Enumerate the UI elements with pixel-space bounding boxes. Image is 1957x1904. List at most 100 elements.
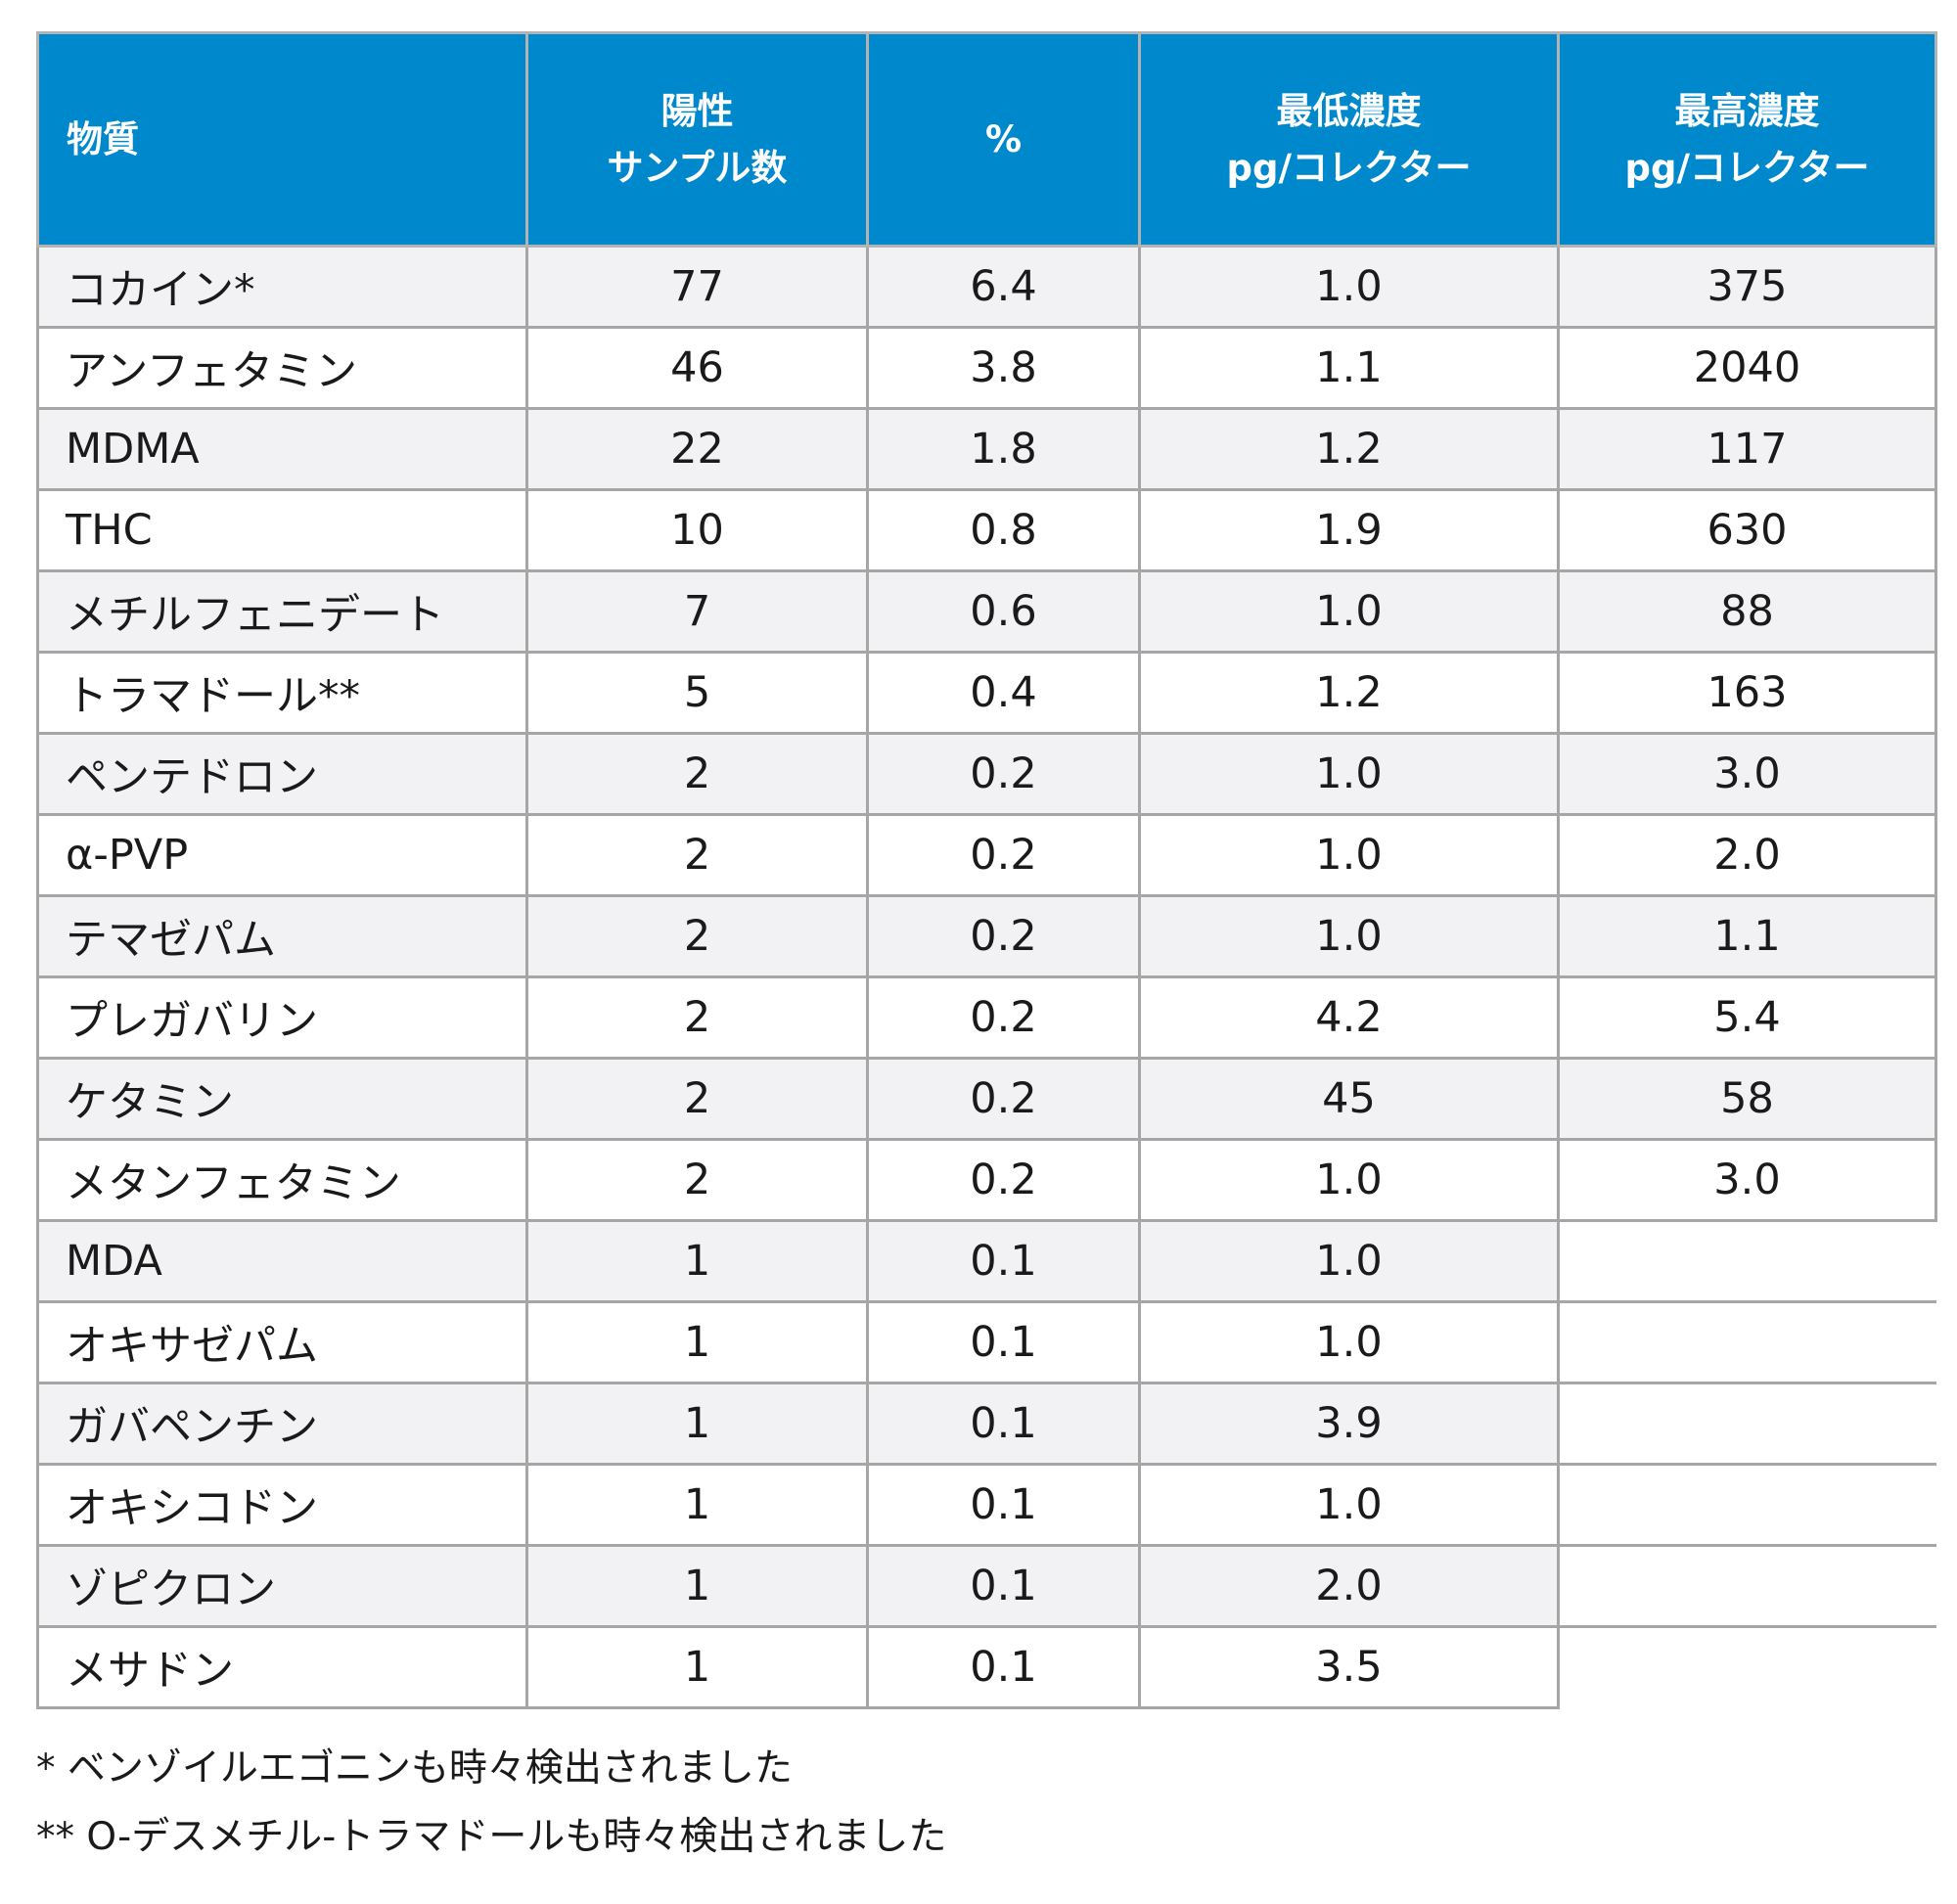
header-percent: % xyxy=(866,31,1141,248)
cell-percent: 0.1 xyxy=(866,1382,1141,1466)
cell-max-concentration: 5.4 xyxy=(1557,975,1937,1060)
table-row: オキサゼパム 1 0.1 1.0 xyxy=(36,1300,1936,1384)
table-row: メチルフェニデート 7 0.6 1.0 88 xyxy=(36,569,1937,654)
cell-positive-samples: 22 xyxy=(525,407,869,491)
cell-substance: メサドン xyxy=(36,1625,528,1709)
cell-substance: α-PVP xyxy=(36,813,528,897)
table-row: THC 10 0.8 1.9 630 xyxy=(36,488,1937,572)
cell-min-concentration: 1.0 xyxy=(1138,245,1560,329)
cell-max-concentration: 58 xyxy=(1557,1057,1937,1141)
cell-max-concentration: 630 xyxy=(1557,488,1937,572)
cell-percent: 0.4 xyxy=(866,651,1141,735)
cell-max-concentration: 163 xyxy=(1557,651,1937,735)
cell-max-concentration: 3.0 xyxy=(1557,732,1937,816)
footnote-tramadol: ** O-デスメチル-トラマドールも時々検出されました xyxy=(36,1815,947,1859)
cell-percent: 0.8 xyxy=(866,488,1141,572)
cell-min-concentration: 3.5 xyxy=(1138,1625,1560,1709)
cell-positive-samples: 10 xyxy=(525,488,869,572)
cell-min-concentration: 1.0 xyxy=(1138,894,1560,978)
cell-percent: 6.4 xyxy=(866,245,1141,329)
empty-cell xyxy=(1557,1544,1936,1627)
cell-positive-samples: 2 xyxy=(525,1057,869,1141)
table-row: オキシコドン 1 0.1 1.0 xyxy=(36,1463,1936,1547)
cell-substance: THC xyxy=(36,488,528,572)
cell-min-concentration: 1.0 xyxy=(1138,569,1560,654)
header-max-concentration: 最高濃度 pg/コレクター xyxy=(1557,31,1937,248)
cell-max-concentration: 117 xyxy=(1557,407,1937,491)
cell-max-concentration: 2.0 xyxy=(1557,813,1937,897)
cell-substance: ゾピクロン xyxy=(36,1544,528,1628)
cell-substance: MDMA xyxy=(36,407,528,491)
cell-min-concentration: 1.0 xyxy=(1138,1300,1560,1384)
empty-cell xyxy=(1557,1625,1936,1708)
cell-min-concentration: 1.0 xyxy=(1138,1463,1560,1547)
cell-percent: 0.1 xyxy=(866,1463,1141,1547)
empty-cell xyxy=(1557,1219,1936,1302)
empty-cell xyxy=(1557,1463,1936,1546)
cell-substance: コカイン* xyxy=(36,245,528,329)
cell-max-concentration: 2040 xyxy=(1557,326,1937,410)
cell-min-concentration: 45 xyxy=(1138,1057,1560,1141)
cell-positive-samples: 1 xyxy=(525,1382,869,1466)
footnote-cocaine: * ベンゾイルエゴニンも時々検出されました xyxy=(36,1746,793,1791)
cell-positive-samples: 77 xyxy=(525,245,869,329)
table-row: アンフェタミン 46 3.8 1.1 2040 xyxy=(36,326,1937,410)
table-row: テマゼパム 2 0.2 1.0 1.1 xyxy=(36,894,1937,978)
table-row: ペンテドロン 2 0.2 1.0 3.0 xyxy=(36,732,1937,816)
table-body: コカイン* 77 6.4 1.0 375 アンフェタミン 46 3.8 1.1 2040 MDMA 2… xyxy=(36,245,1937,1709)
cell-substance: ガバペンチン xyxy=(36,1382,528,1466)
cell-substance: オキシコドン xyxy=(36,1463,528,1547)
cell-min-concentration: 1.9 xyxy=(1138,488,1560,572)
cell-percent: 0.2 xyxy=(866,813,1141,897)
cell-positive-samples: 1 xyxy=(525,1463,869,1547)
cell-positive-samples: 2 xyxy=(525,813,869,897)
cell-percent: 1.8 xyxy=(866,407,1141,491)
cell-positive-samples: 46 xyxy=(525,326,869,410)
cell-min-concentration: 1.1 xyxy=(1138,326,1560,410)
substance-table: 物質 陽性 サンプル数 % 最低濃度 pg/コレクター 最高濃度 pg/コレクタ… xyxy=(36,31,1937,1709)
empty-cell xyxy=(1557,1300,1936,1383)
cell-substance: プレガバリン xyxy=(36,975,528,1060)
cell-substance: テマゼパム xyxy=(36,894,528,978)
cell-substance: ケタミン xyxy=(36,1057,528,1141)
cell-min-concentration: 2.0 xyxy=(1138,1544,1560,1628)
cell-substance: メタンフェタミン xyxy=(36,1138,528,1222)
cell-min-concentration: 1.0 xyxy=(1138,813,1560,897)
cell-positive-samples: 1 xyxy=(525,1544,869,1628)
cell-positive-samples: 2 xyxy=(525,975,869,1060)
cell-max-concentration: 88 xyxy=(1557,569,1937,654)
cell-min-concentration: 4.2 xyxy=(1138,975,1560,1060)
table-row: α-PVP 2 0.2 1.0 2.0 xyxy=(36,813,1937,897)
cell-max-concentration: 375 xyxy=(1557,245,1937,329)
cell-positive-samples: 5 xyxy=(525,651,869,735)
table-row: メタンフェタミン 2 0.2 1.0 3.0 xyxy=(36,1138,1937,1222)
cell-positive-samples: 2 xyxy=(525,732,869,816)
cell-positive-samples: 1 xyxy=(525,1219,869,1303)
cell-percent: 0.2 xyxy=(866,1057,1141,1141)
header-positive-samples: 陽性 サンプル数 xyxy=(525,31,869,248)
table-row: ゾピクロン 1 0.1 2.0 xyxy=(36,1544,1936,1628)
cell-substance: トラマドール** xyxy=(36,651,528,735)
table-row: プレガバリン 2 0.2 4.2 5.4 xyxy=(36,975,1937,1060)
header-substance: 物質 xyxy=(36,31,528,248)
cell-percent: 0.2 xyxy=(866,975,1141,1060)
table-row: MDMA 22 1.8 1.2 117 xyxy=(36,407,1937,491)
cell-percent: 0.2 xyxy=(866,1138,1141,1222)
table-header-row: 物質 陽性 サンプル数 % 最低濃度 pg/コレクター 最高濃度 pg/コレクタ… xyxy=(36,31,1937,248)
cell-percent: 0.2 xyxy=(866,894,1141,978)
cell-min-concentration: 1.0 xyxy=(1138,1138,1560,1222)
cell-min-concentration: 3.9 xyxy=(1138,1382,1560,1466)
cell-percent: 0.1 xyxy=(866,1625,1141,1709)
cell-percent: 0.1 xyxy=(866,1300,1141,1384)
cell-substance: アンフェタミン xyxy=(36,326,528,410)
header-min-concentration: 最低濃度 pg/コレクター xyxy=(1138,31,1560,248)
cell-substance: メチルフェニデート xyxy=(36,569,528,654)
cell-substance: オキサゼパム xyxy=(36,1300,528,1384)
cell-percent: 0.6 xyxy=(866,569,1141,654)
cell-min-concentration: 1.0 xyxy=(1138,732,1560,816)
table-row: コカイン* 77 6.4 1.0 375 xyxy=(36,245,1937,329)
cell-positive-samples: 1 xyxy=(525,1625,869,1709)
cell-min-concentration: 1.0 xyxy=(1138,1219,1560,1303)
cell-min-concentration: 1.2 xyxy=(1138,407,1560,491)
cell-positive-samples: 2 xyxy=(525,894,869,978)
